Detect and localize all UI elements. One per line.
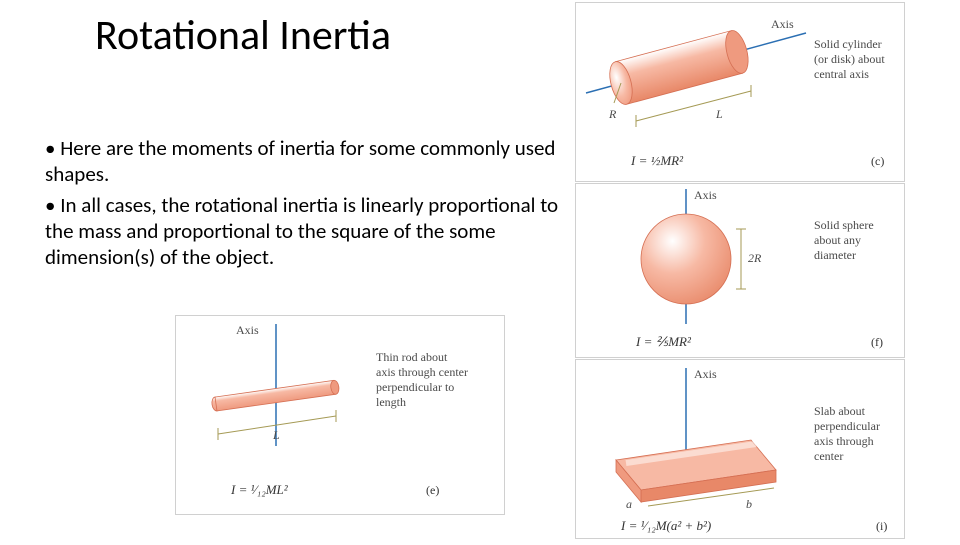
figure-slab: Axis a b Slab about perpendicular axis t…: [575, 359, 905, 539]
svg-text:2R: 2R: [748, 251, 762, 265]
svg-text:(or disk) about: (or disk) about: [814, 52, 885, 66]
svg-text:Axis: Axis: [694, 367, 717, 381]
svg-text:Axis: Axis: [694, 188, 717, 202]
svg-text:Solid cylinder: Solid cylinder: [814, 37, 882, 51]
svg-text:L: L: [272, 428, 280, 442]
cylinder-svg: Axis R L Solid cylinder (or disk) about …: [576, 3, 906, 183]
bullet-item: • Here are the moments of inertia for so…: [45, 135, 565, 188]
svg-text:axis through: axis through: [814, 434, 874, 448]
bullet-item: • In all cases, the rotational inertia i…: [45, 192, 565, 271]
svg-text:L: L: [715, 107, 723, 121]
rod-svg: Axis L Thin rod about axis through cente…: [176, 316, 506, 516]
svg-text:about any: about any: [814, 233, 861, 247]
svg-text:R: R: [608, 107, 617, 121]
svg-text:length: length: [376, 395, 406, 409]
svg-text:(f): (f): [871, 335, 883, 349]
svg-text:Slab about: Slab about: [814, 404, 866, 418]
sphere-svg: Axis 2R Solid sphere about any diameter …: [576, 184, 906, 359]
page-title: Rotational Inertia: [95, 10, 391, 61]
svg-text:Axis: Axis: [236, 323, 259, 337]
svg-text:I = ¹⁄₁₂ML²: I = ¹⁄₁₂ML²: [230, 482, 289, 497]
svg-text:perpendicular: perpendicular: [814, 419, 880, 433]
svg-text:perpendicular to: perpendicular to: [376, 380, 454, 394]
svg-text:I = ¹⁄₁₂M(a² + b²): I = ¹⁄₁₂M(a² + b²): [620, 518, 711, 533]
svg-text:central axis: central axis: [814, 67, 869, 81]
svg-text:axis through center: axis through center: [376, 365, 468, 379]
svg-text:Solid sphere: Solid sphere: [814, 218, 874, 232]
svg-text:Axis: Axis: [771, 17, 794, 31]
figure-sphere: Axis 2R Solid sphere about any diameter …: [575, 183, 905, 358]
svg-text:b: b: [746, 497, 752, 511]
figure-rod: Axis L Thin rod about axis through cente…: [175, 315, 505, 515]
svg-text:(i): (i): [876, 519, 887, 533]
svg-text:diameter: diameter: [814, 248, 856, 262]
svg-text:(e): (e): [426, 483, 439, 497]
bullet-list: • Here are the moments of inertia for so…: [45, 135, 565, 274]
slab-svg: Axis a b Slab about perpendicular axis t…: [576, 360, 906, 540]
figure-cylinder: Axis R L Solid cylinder (or disk) about …: [575, 2, 905, 182]
svg-text:I = ⅖MR²: I = ⅖MR²: [635, 334, 692, 349]
svg-text:center: center: [814, 449, 843, 463]
svg-text:Thin rod about: Thin rod about: [376, 350, 448, 364]
svg-text:(c): (c): [871, 154, 884, 168]
svg-text:a: a: [626, 497, 632, 511]
svg-text:I = ½MR²: I = ½MR²: [630, 153, 684, 168]
